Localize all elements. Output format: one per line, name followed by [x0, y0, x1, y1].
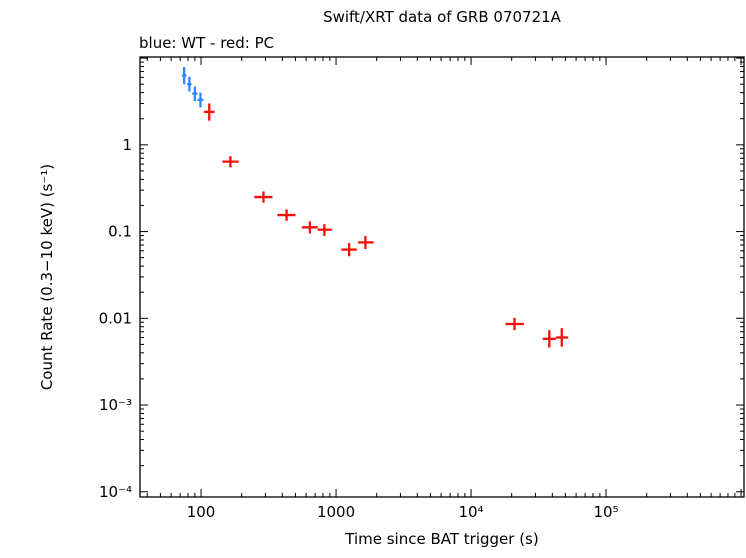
x-tick-label: 1000 [317, 503, 355, 521]
y-tick-label: 0.1 [108, 223, 132, 241]
x-tick-label: 100 [187, 503, 216, 521]
x-tick-label: 10⁵ [593, 503, 618, 521]
series-PC [203, 103, 569, 348]
y-axis-label: Count Rate (0.3−10 keV) (s⁻¹) [38, 163, 56, 391]
series-WT [181, 66, 204, 108]
axis-ticks [140, 57, 744, 497]
x-tick-label: 10⁴ [458, 503, 483, 521]
chart-legend-subtitle: blue: WT - red: PC [139, 34, 275, 52]
plot-frame [139, 56, 745, 498]
y-tick-label: 10⁻⁴ [99, 483, 132, 501]
x-axis-label: Time since BAT trigger (s) [345, 530, 539, 548]
y-tick-label: 10⁻³ [99, 396, 132, 414]
y-tick-label: 1 [122, 136, 132, 154]
tick-labels: 100 1000 10⁴ 10⁵ 1 0.1 0.01 10⁻³ 10⁻⁴ [99, 136, 619, 521]
y-tick-label: 0.01 [99, 309, 132, 327]
chart-title: Swift/XRT data of GRB 070721A [323, 8, 561, 26]
